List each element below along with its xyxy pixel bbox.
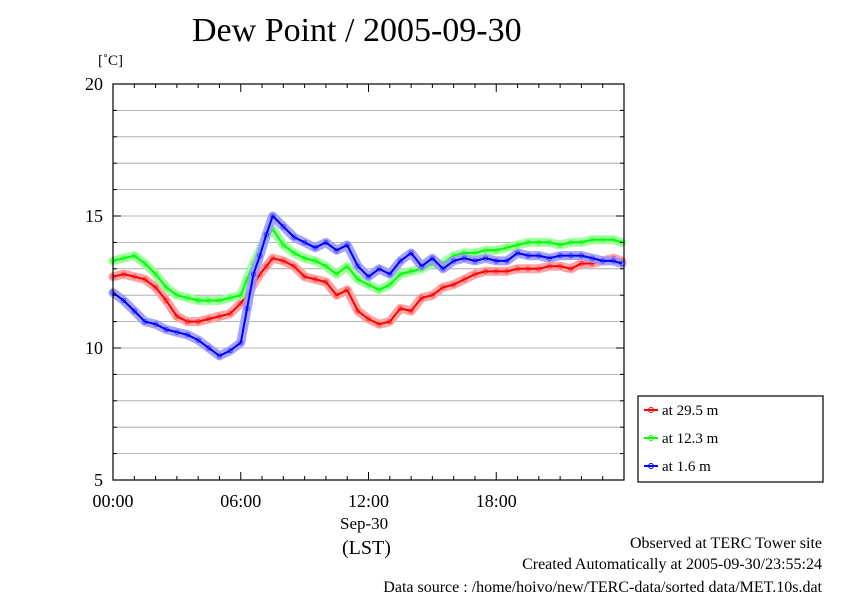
x-axis-date-label: Sep-30 — [340, 514, 389, 533]
axis-ticks: 5 10 15 20 00:00 06:00 12:00 18:00 — [85, 74, 625, 511]
data-point — [429, 255, 435, 261]
series-line — [112, 257, 623, 326]
data-point — [142, 260, 148, 267]
page-title: Dew Point / 2005-09-30 — [192, 12, 522, 49]
legend-marker — [648, 463, 654, 469]
y-axis-unit-label: [˚C] — [98, 53, 123, 69]
x-axis-timezone-label: (LST) — [342, 537, 391, 559]
legend-marker — [648, 407, 654, 413]
series-3 — [108, 211, 627, 361]
y-tick-label: 5 — [94, 470, 103, 490]
footer-observed-text: Observed at TERC Tower site — [629, 535, 822, 552]
series-line — [112, 215, 623, 357]
legend-marker — [648, 435, 654, 441]
series-line — [112, 228, 623, 302]
x-tick-label: 06:00 — [220, 491, 261, 511]
legend-label: at 12.3 m — [662, 431, 719, 447]
x-tick-label: 12:00 — [348, 491, 389, 511]
data-point — [153, 284, 159, 290]
footer-created-text: Created Automatically at 2005-09-30/23:5… — [522, 556, 822, 573]
data-point — [163, 297, 169, 304]
data-point — [163, 284, 169, 290]
data-point — [280, 242, 286, 248]
data-point — [333, 271, 340, 277]
data-point — [280, 224, 286, 230]
legend: at 29.5 m at 12.3 m at 1.6 m — [637, 395, 824, 483]
data-point — [263, 263, 269, 269]
data-point — [344, 263, 350, 269]
data-point — [397, 258, 403, 264]
data-point — [419, 263, 425, 269]
legend-label: at 1.6 m — [662, 459, 711, 475]
legend-item: at 29.5 m — [644, 403, 719, 419]
legend-box — [637, 395, 824, 483]
legend-item: at 12.3 m — [644, 431, 719, 447]
y-tick-label: 10 — [85, 338, 103, 358]
data-point — [121, 297, 127, 304]
x-tick-label: 18:00 — [476, 491, 517, 511]
y-tick-label: 20 — [85, 74, 103, 94]
y-tick-label: 15 — [85, 206, 103, 226]
data-point — [408, 250, 414, 256]
series-layer — [108, 211, 627, 361]
data-point — [153, 271, 159, 277]
data-point — [365, 274, 372, 280]
data-point — [131, 308, 137, 314]
footer-source-text: Data source : /home/hoivo/new/TERC-data/… — [383, 579, 822, 596]
data-point — [206, 345, 212, 351]
x-tick-label: 00:00 — [92, 491, 133, 511]
series-1 — [108, 253, 627, 329]
data-point — [440, 266, 446, 272]
data-point — [238, 300, 244, 306]
legend-item: at 1.6 m — [644, 459, 711, 475]
legend-label: at 29.5 m — [662, 403, 719, 419]
